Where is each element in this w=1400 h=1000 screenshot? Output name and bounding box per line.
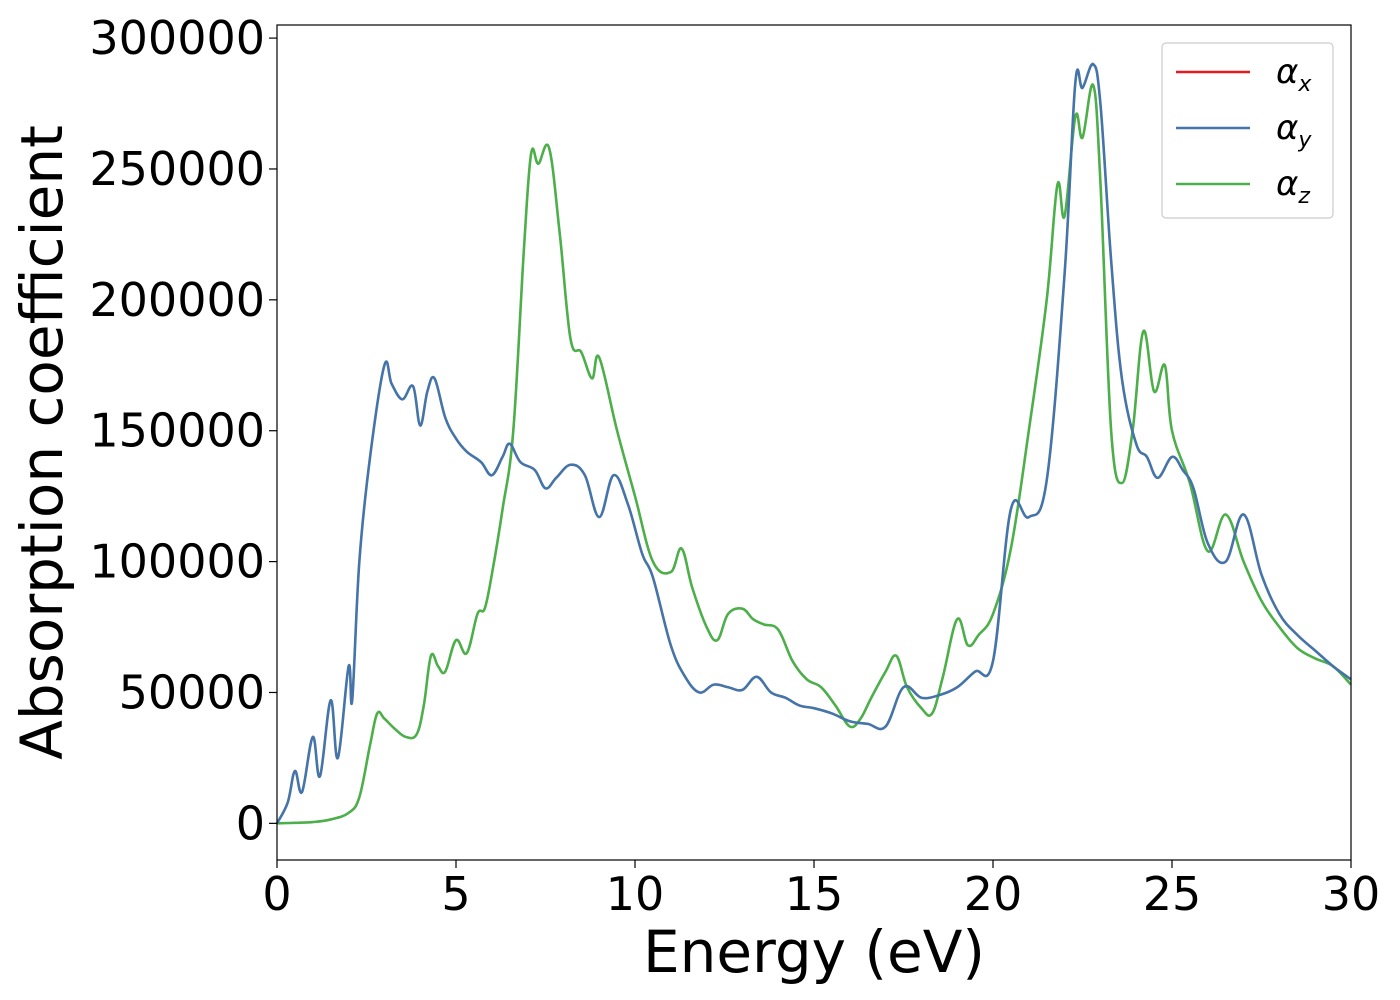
series-group bbox=[275, 62, 1352, 825]
y-axis-ticks: 0 50000 100000 150000 200000 250000 300000 bbox=[89, 11, 277, 850]
x-tick-label: 0 bbox=[262, 867, 291, 921]
y-tick-label: 50000 bbox=[119, 665, 265, 719]
legend-label-y: αy bbox=[1276, 108, 1312, 153]
legend: αx αy αz bbox=[1161, 42, 1334, 219]
x-tick-label: 10 bbox=[606, 867, 665, 921]
x-axis-ticks: 0 5 10 15 20 25 30 bbox=[262, 860, 1380, 921]
x-tick-label: 25 bbox=[1143, 867, 1202, 921]
x-tick-label: 20 bbox=[964, 867, 1023, 921]
y-tick-label: 200000 bbox=[89, 273, 265, 327]
y-tick-label: 100000 bbox=[89, 535, 265, 589]
y-tick-label: 150000 bbox=[89, 404, 265, 458]
x-tick-label: 15 bbox=[785, 867, 844, 921]
series-line-z bbox=[276, 83, 1352, 825]
x-tick-label: 30 bbox=[1322, 867, 1381, 921]
legend-label-z: αz bbox=[1276, 164, 1310, 209]
y-tick-label: 0 bbox=[236, 796, 265, 850]
x-tick-label: 5 bbox=[441, 867, 470, 921]
legend-box bbox=[1161, 42, 1334, 219]
series-line-y bbox=[275, 62, 1352, 824]
y-axis-title: Absorption coefficient bbox=[8, 125, 76, 760]
x-axis-title: Energy (eV) bbox=[643, 918, 985, 986]
y-tick-label: 300000 bbox=[89, 11, 265, 65]
y-tick-label: 250000 bbox=[89, 142, 265, 196]
legend-label-x: αx bbox=[1276, 52, 1312, 97]
